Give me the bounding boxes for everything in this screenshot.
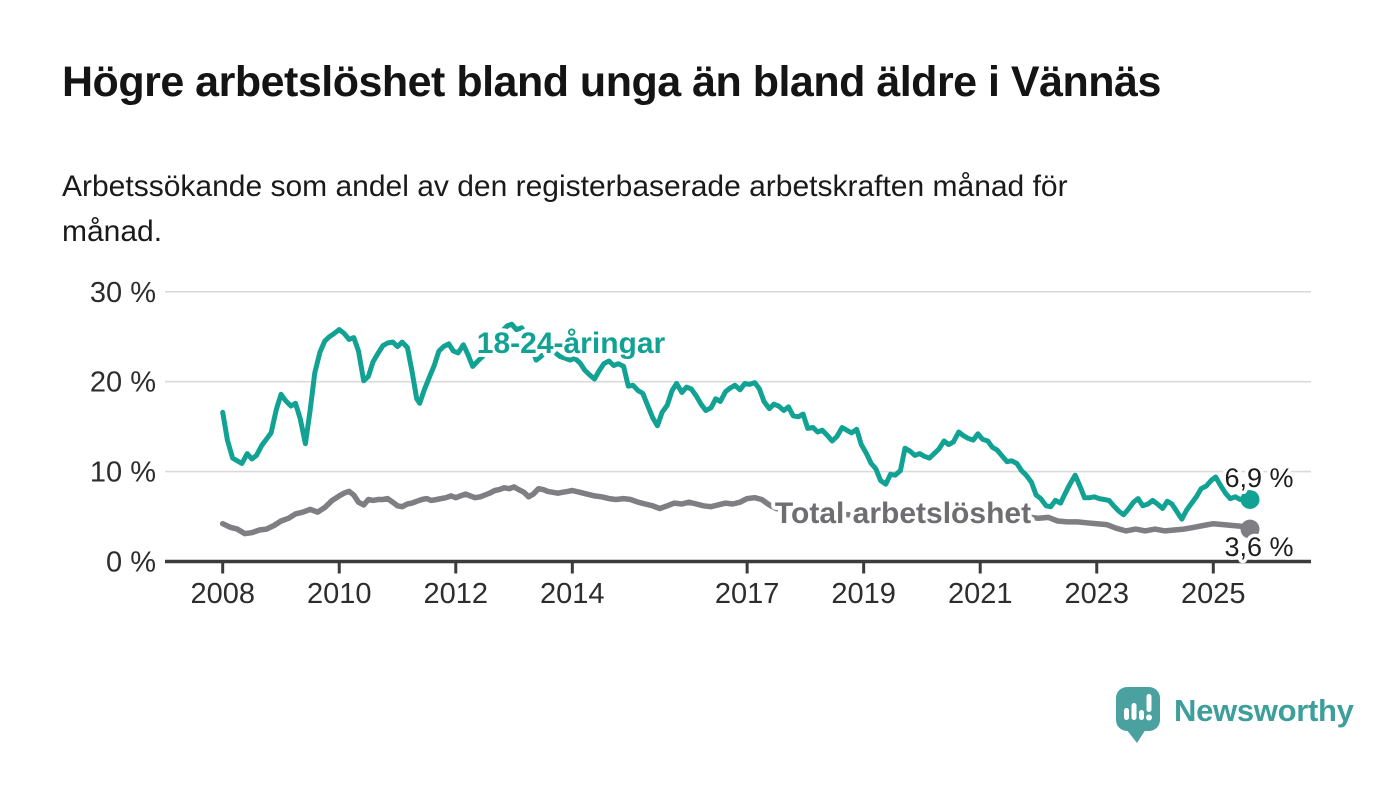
x-tick-label-2019: 2019 [831, 578, 896, 610]
series-line-0 [220, 321, 1253, 522]
end-value-label-1: 3,6 % [1224, 532, 1293, 562]
bar-chart-bar-1 [1124, 708, 1129, 720]
end-value-label-0: 6,9 % [1224, 463, 1293, 493]
x-tick-label-2021: 2021 [948, 578, 1013, 610]
x-tick-label-2025: 2025 [1181, 578, 1246, 610]
y-tick-label-10: 10 % [90, 457, 156, 489]
newsworthy-logo-icon [1116, 687, 1160, 743]
page-subtitle: Arbetssökande som andel av den registerb… [62, 170, 1068, 248]
series-label-1: Total arbetslöshet [775, 497, 1031, 530]
page-title: Högre arbetslöshet bland unga än bland ä… [62, 58, 1161, 106]
x-tick-label-2008: 2008 [190, 578, 255, 610]
bar-chart-bar-2 [1131, 703, 1137, 720]
y-tick-label-30: 30 % [90, 277, 156, 309]
x-tick-label-2010: 2010 [307, 578, 372, 610]
newsworthy-logo: Newsworthy [1112, 684, 1354, 745]
series-label-0: 18-24-åringar [477, 327, 666, 360]
series-end-dot-1 [1240, 519, 1260, 539]
series-end-dot-0 [1240, 489, 1260, 509]
exclamation-dot [1146, 714, 1152, 721]
y-tick-label-20: 20 % [90, 367, 156, 399]
bar-chart-bar-3 [1139, 710, 1144, 720]
y-tick-label-0: 0 % [106, 547, 156, 579]
series-line-1 [219, 484, 1253, 537]
exclamation-stroke [1146, 694, 1152, 712]
x-tick-label-2014: 2014 [540, 578, 605, 610]
x-tick-label-2012: 2012 [424, 578, 489, 610]
x-tick-label-2017: 2017 [715, 578, 780, 610]
x-tick-label-2023: 2023 [1064, 578, 1129, 610]
newsworthy-wordmark: Newsworthy [1174, 693, 1354, 728]
speech-bubble-tail [1126, 729, 1146, 743]
